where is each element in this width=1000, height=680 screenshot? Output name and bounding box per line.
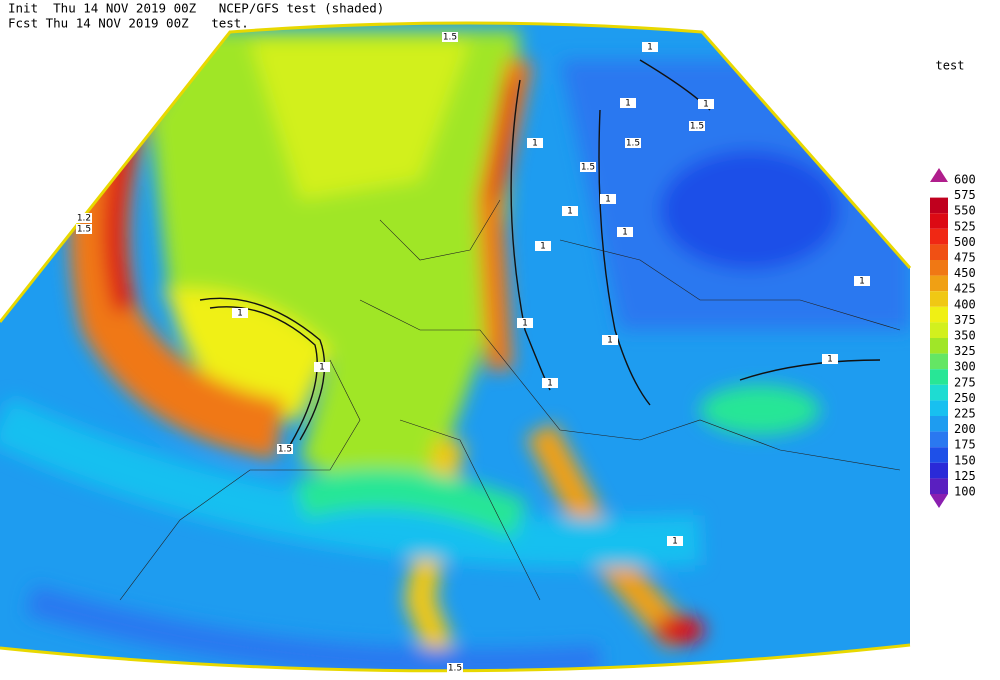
contour-label: 1 (319, 363, 325, 373)
contour-label-box (822, 354, 838, 364)
contour-label-box (625, 138, 641, 148)
contour-label: 1.5 (626, 139, 640, 149)
legend-label: 475 (954, 251, 976, 265)
contour-label: 1 (625, 99, 631, 109)
contour-label: 1 (567, 207, 573, 217)
legend-label: 300 (954, 360, 976, 374)
legend-label: 100 (954, 485, 976, 499)
legend-swatch (930, 416, 948, 432)
legend-swatch (930, 306, 948, 323)
legend-label: 375 (954, 313, 976, 327)
contour-label: 1 (237, 309, 243, 319)
legend-label: 350 (954, 329, 976, 343)
legend-label: 325 (954, 344, 976, 358)
contour-label: 1 (540, 242, 546, 252)
legend-label: 575 (954, 188, 976, 202)
legend-label: 400 (954, 297, 976, 311)
contour-label-box (442, 32, 458, 42)
contour-label-box (667, 536, 683, 546)
contour-label: 1 (647, 43, 653, 53)
contour-label-box (277, 444, 293, 454)
header-line: Fcst Thu 14 NOV 2019 00Z test. (8, 16, 249, 31)
legend-arrow (930, 168, 948, 182)
legend-label: 550 (954, 204, 976, 218)
legend-label: 125 (954, 469, 976, 483)
legend-arrow (930, 494, 948, 508)
legend-label: 175 (954, 438, 976, 452)
legend-swatch (930, 462, 948, 479)
legend-label: 250 (954, 391, 976, 405)
legend-swatch (930, 353, 948, 370)
contour-label-box (232, 308, 248, 318)
contour-label: 1.5 (448, 664, 462, 674)
contour-label: 1.5 (77, 225, 91, 235)
contour-label: 1 (859, 277, 865, 287)
legend-swatch (930, 244, 948, 260)
contour-label-box (698, 99, 714, 109)
contour-label: 1.5 (690, 122, 704, 132)
legend-swatch (930, 291, 948, 307)
contour-label-box (689, 121, 705, 131)
legend-swatch (930, 400, 948, 416)
contour-label: 1 (605, 195, 611, 205)
contour-label: 1 (703, 100, 709, 110)
contour-label-box (527, 138, 543, 148)
legend-swatch (930, 431, 948, 448)
legend-swatch (930, 322, 948, 338)
contour-label-box (314, 362, 330, 372)
legend-swatch (930, 260, 948, 276)
contour-label: 1.5 (581, 163, 595, 173)
contour-label-box (542, 378, 558, 388)
legend-label: 275 (954, 375, 976, 389)
contour-label-box (620, 98, 636, 108)
legend-label: 600 (954, 173, 976, 187)
contour-label: 1.2 (77, 214, 91, 224)
contour-label: 1 (522, 319, 528, 329)
contour-label: 1 (607, 336, 613, 346)
contour-label-box (600, 194, 616, 204)
contour-label-box (602, 335, 618, 345)
contour-label-box (642, 42, 658, 52)
contour-label-box (617, 227, 633, 237)
contour-label-box (535, 241, 551, 251)
legend-swatch (930, 369, 948, 385)
contour-label-box (854, 276, 870, 286)
legend-swatch (930, 213, 948, 229)
contour-label-box (562, 206, 578, 216)
borders (119, 199, 901, 601)
header-line: Init Thu 14 NOV 2019 00Z NCEP/GFS test (… (8, 1, 384, 16)
contour-label: 1 (622, 228, 628, 238)
legend-swatch (930, 447, 948, 463)
legend-swatch (930, 197, 948, 214)
contour-label: 1.5 (443, 33, 457, 43)
legend-label: 425 (954, 282, 976, 296)
contour-label-box (580, 162, 596, 172)
legend-swatch (930, 228, 948, 245)
legend-label: 150 (954, 453, 976, 467)
legend-label: 225 (954, 407, 976, 421)
legend-label: 450 (954, 266, 976, 280)
legend-title: test (936, 59, 965, 73)
contour-label: 1 (547, 379, 553, 389)
contour-label: 1 (532, 139, 538, 149)
legend-swatch (930, 384, 948, 401)
contour-label-box (76, 224, 92, 234)
contour-label-box (76, 213, 92, 223)
legend-label: 200 (954, 422, 976, 436)
field (0, 23, 910, 671)
contour-label: 1 (827, 355, 833, 365)
legend-swatch (930, 275, 948, 292)
contour-label: 1.5 (278, 445, 292, 455)
legend-swatch (930, 478, 948, 494)
legend-label: 500 (954, 235, 976, 249)
contour-label: 1 (672, 537, 678, 547)
legend-swatch (930, 338, 948, 354)
contour-label-box (517, 318, 533, 328)
legend-label: 525 (954, 219, 976, 233)
contour-label-box (447, 663, 463, 673)
